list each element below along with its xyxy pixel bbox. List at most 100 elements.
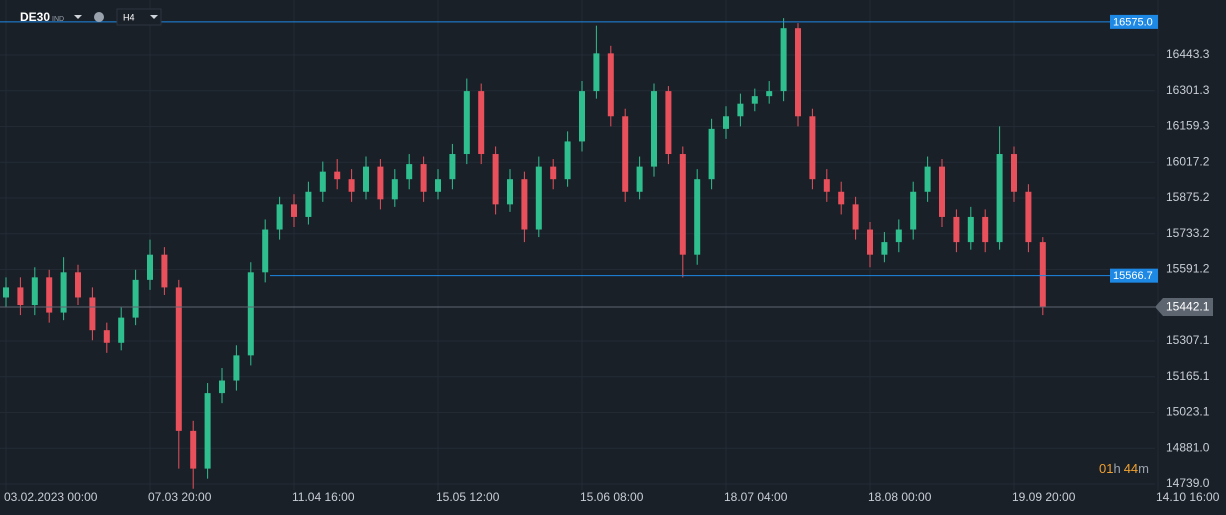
y-tick-label: 16159.3 xyxy=(1166,119,1210,133)
countdown-minutes: 44 xyxy=(1124,461,1138,476)
candle-body xyxy=(305,191,312,217)
candle-body xyxy=(564,141,571,180)
candle-body xyxy=(17,287,24,306)
candle-body xyxy=(103,330,110,343)
y-tick-label: 16017.2 xyxy=(1166,154,1210,168)
y-tick-label: 14739.0 xyxy=(1166,476,1210,490)
candle-body xyxy=(982,216,989,243)
current-price-label: 15442.1 xyxy=(1166,300,1210,314)
symbol-tag: IND xyxy=(52,16,64,23)
candle-body xyxy=(132,279,139,318)
candle-body xyxy=(262,229,269,273)
x-tick-label: 18.07 04:00 xyxy=(724,490,788,504)
candle-body xyxy=(1011,154,1017,192)
candle-body xyxy=(881,242,888,255)
candle-body xyxy=(334,171,341,180)
x-tick-label: 15.06 08:00 xyxy=(580,490,644,504)
candle-body xyxy=(809,116,816,180)
candle-body xyxy=(161,254,168,288)
candle-body xyxy=(463,91,470,155)
candle-body xyxy=(233,355,240,381)
candle-body xyxy=(175,287,182,431)
y-tick-label: 15875.2 xyxy=(1166,190,1210,204)
candles xyxy=(3,18,1046,489)
candle-body xyxy=(823,179,830,192)
x-tick-label: 03.02.2023 00:00 xyxy=(4,490,98,504)
candle-body xyxy=(363,166,369,192)
candle-body xyxy=(377,166,384,200)
candle-body xyxy=(348,179,355,192)
current-price-tag xyxy=(1155,298,1213,317)
x-tick-label: 18.08 00:00 xyxy=(868,490,932,504)
candle-body xyxy=(766,91,773,97)
y-tick-label: 15733.2 xyxy=(1166,226,1210,240)
candle-body xyxy=(204,393,211,469)
level-label: 16575.0 xyxy=(1113,16,1153,28)
timeframe-box[interactable] xyxy=(116,8,162,26)
y-tick-label: 16301.3 xyxy=(1166,83,1210,97)
candle-body xyxy=(1025,191,1032,243)
candle-body xyxy=(219,380,225,394)
candle-body xyxy=(3,287,9,298)
candle-body xyxy=(924,166,931,192)
countdown: 01h 44m xyxy=(1099,461,1149,476)
symbol[interactable]: DE30 xyxy=(20,10,50,24)
dropdown-arrow[interactable] xyxy=(74,15,82,19)
y-tick-label: 14881.0 xyxy=(1166,440,1210,454)
level-label: 15566.7 xyxy=(1113,270,1153,282)
candle-body xyxy=(247,272,254,356)
candle-body xyxy=(492,154,499,205)
candle-body xyxy=(939,166,945,217)
x-tick-label: 15.05 12:00 xyxy=(436,490,500,504)
grid xyxy=(0,0,1159,490)
info-icon[interactable] xyxy=(94,12,104,22)
countdown-hours: 01 xyxy=(1099,461,1113,476)
candle-body xyxy=(118,317,125,343)
candle-body xyxy=(46,277,53,313)
candle-body xyxy=(910,191,917,230)
candle-body xyxy=(607,53,614,117)
candle-body xyxy=(708,128,715,180)
candle-body xyxy=(967,216,974,243)
countdown-unit: h xyxy=(1113,461,1120,476)
candle-body xyxy=(406,164,413,180)
candle-body xyxy=(449,154,456,180)
candle-body xyxy=(838,191,845,205)
candle-body xyxy=(636,166,643,192)
candle-body xyxy=(507,179,513,205)
x-tick-label: 11.04 16:00 xyxy=(292,490,355,504)
candle-body xyxy=(751,96,758,104)
candle-body xyxy=(276,204,283,230)
candle-body xyxy=(89,297,96,331)
candle-body xyxy=(953,216,960,243)
candle-body xyxy=(521,179,528,230)
candle-body xyxy=(895,229,902,243)
dropdown-arrow[interactable] xyxy=(150,15,158,19)
candle-body xyxy=(291,204,297,217)
candle-body xyxy=(651,91,657,167)
candle-body xyxy=(435,179,441,192)
candle-body xyxy=(694,179,701,255)
candle-body xyxy=(60,272,67,313)
candle-body xyxy=(31,277,38,306)
timeframe[interactable]: H4 xyxy=(123,12,135,22)
candle-body xyxy=(147,254,153,280)
level-tag xyxy=(1110,14,1158,29)
candle-body xyxy=(190,430,197,469)
candle-body xyxy=(723,116,729,129)
candle-body xyxy=(319,171,326,192)
candle-body xyxy=(593,53,600,92)
countdown-unit: m xyxy=(1138,461,1149,476)
level-tag xyxy=(1110,268,1158,283)
candle-body xyxy=(391,179,398,200)
candle-body xyxy=(478,91,485,155)
candle-body xyxy=(665,91,672,155)
candle-body xyxy=(737,103,744,117)
x-tick-label: 19.09 20:00 xyxy=(1012,490,1076,504)
candle-body xyxy=(622,116,629,192)
x-tick-label: 14.10 16:00 xyxy=(1156,490,1220,504)
candle-body xyxy=(795,28,801,117)
y-tick-label: 16443.3 xyxy=(1166,47,1210,61)
